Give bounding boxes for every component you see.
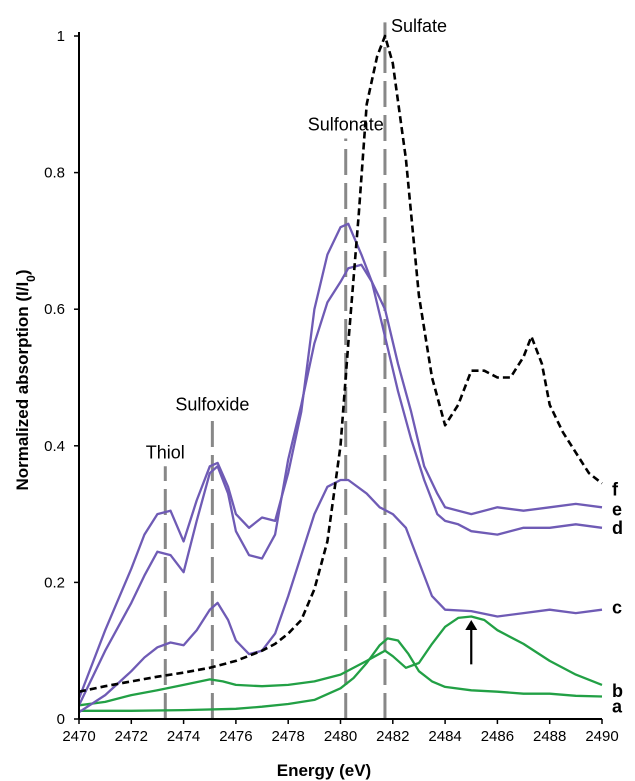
- series-label-d: d: [612, 518, 623, 538]
- y-ticks: 0 0.2 0.4 0.6 0.8 1: [44, 28, 79, 728]
- y-tick-label: 0.4: [44, 438, 65, 455]
- y-axis-title: Normalized absorption (I/I0): [13, 269, 38, 490]
- axes: [78, 32, 602, 720]
- reference-label: Sulfate: [391, 16, 447, 36]
- x-ticks: 2470 2472 2474 2476 2478 2480 2482 2484 2486 2488…: [62, 719, 619, 745]
- labels: Thiol Sulfoxide Sulfonate Sulfate ab c def: [146, 16, 623, 716]
- x-tick-label: 2484: [428, 728, 461, 745]
- y-axis-title-main: Normalized absorption (I/I: [13, 282, 32, 491]
- series-label-b: b: [612, 681, 623, 701]
- x-tick-label: 2482: [376, 728, 409, 745]
- series-line-c: [78, 478, 603, 714]
- reference-label: Sulfonate: [308, 114, 384, 134]
- x-tick-label: 2472: [115, 728, 148, 745]
- series-line-f: [78, 34, 603, 693]
- x-tick-label: 2486: [481, 728, 514, 745]
- x-tick-label: 2476: [219, 728, 252, 745]
- y-tick-label: 0.6: [44, 301, 65, 318]
- x-tick-label: 2478: [272, 728, 305, 745]
- y-tick-label: 0.2: [44, 574, 65, 591]
- reference-lines: [163, 22, 387, 719]
- y-tick-label: 1: [57, 28, 65, 45]
- series-label-f: f: [612, 479, 619, 499]
- x-tick-label: 2488: [533, 728, 566, 745]
- series-line-b: [78, 615, 603, 707]
- x-tick-label: 2480: [324, 728, 357, 745]
- series-label-a: a: [612, 696, 623, 716]
- reference-label: Sulfoxide: [175, 394, 249, 414]
- series-label-e: e: [612, 499, 622, 519]
- y-axis-title-end: ): [13, 269, 32, 275]
- y-axis-title-sub: 0: [24, 275, 38, 282]
- series-line-d: [77, 263, 603, 706]
- y-tick-label: 0.8: [44, 165, 65, 182]
- series-label-c: c: [612, 598, 622, 618]
- arrow-head: [465, 619, 478, 630]
- series-line-e: [77, 222, 603, 699]
- y-tick-label: 0: [57, 711, 65, 728]
- annotations: [465, 619, 478, 665]
- reference-label: Thiol: [146, 442, 185, 462]
- x-tick-label: 2490: [585, 728, 618, 745]
- x-tick-label: 2474: [167, 728, 200, 745]
- x-tick-label: 2470: [62, 728, 95, 745]
- series-line-a: [79, 637, 603, 712]
- x-axis-title: Energy (eV): [277, 761, 371, 780]
- series-layer: [77, 34, 603, 714]
